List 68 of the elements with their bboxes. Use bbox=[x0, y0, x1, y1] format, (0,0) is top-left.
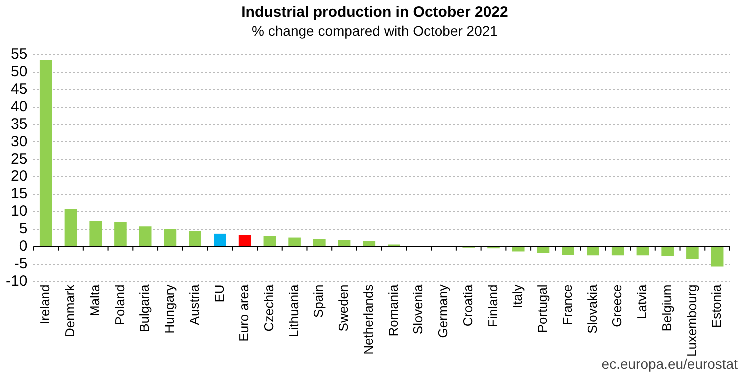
bar bbox=[612, 247, 624, 256]
y-tick-label: 30 bbox=[10, 133, 28, 150]
bar bbox=[562, 247, 575, 256]
x-tick-label: Portugal bbox=[535, 284, 550, 334]
x-tick-label: Croatia bbox=[460, 284, 476, 327]
bar bbox=[189, 232, 202, 246]
bar bbox=[587, 247, 600, 256]
bar bbox=[662, 247, 674, 256]
bar bbox=[40, 60, 52, 246]
y-tick-label: 50 bbox=[10, 64, 28, 81]
x-tick-label: EU bbox=[212, 284, 227, 303]
bar bbox=[686, 247, 699, 260]
x-tick-label: Luxembourg bbox=[684, 284, 700, 358]
x-tick-label: Slovakia bbox=[584, 284, 600, 334]
x-tick-label: Poland bbox=[112, 284, 128, 326]
bar bbox=[114, 222, 127, 246]
bar bbox=[314, 239, 326, 246]
y-tick-label: 55 bbox=[10, 46, 28, 64]
x-tick-label: Hungary bbox=[162, 284, 178, 334]
x-tick-label: Denmark bbox=[62, 284, 78, 338]
x-tick-label: Romania bbox=[386, 284, 401, 337]
x-tick-label: Finland bbox=[485, 284, 500, 328]
bar bbox=[512, 247, 525, 252]
y-tick-label: 25 bbox=[10, 150, 28, 168]
bar bbox=[214, 234, 226, 246]
x-tick-label: Lithuania bbox=[286, 284, 302, 338]
bar bbox=[139, 226, 152, 246]
bar bbox=[264, 236, 276, 246]
x-tick-label: Malta bbox=[87, 284, 102, 317]
x-tick-label: Austria bbox=[186, 284, 202, 326]
y-tick-label: 10 bbox=[10, 203, 28, 220]
y-tick-label: 45 bbox=[10, 81, 28, 98]
bar bbox=[164, 229, 177, 246]
y-tick-label: 35 bbox=[10, 116, 28, 133]
bar bbox=[238, 234, 252, 246]
x-tick-label: Euro area bbox=[236, 284, 252, 342]
y-tick-label: 15 bbox=[10, 186, 28, 203]
y-tick-label: 20 bbox=[10, 168, 28, 186]
x-tick-label: Bulgaria bbox=[137, 284, 152, 332]
y-tick-label: 40 bbox=[10, 98, 28, 116]
x-tick-label: Germany bbox=[436, 284, 451, 338]
bar bbox=[90, 221, 102, 246]
x-tick-label: Spain bbox=[311, 284, 326, 318]
bar bbox=[288, 238, 301, 246]
x-tick-label: Ireland bbox=[38, 284, 53, 324]
x-tick-label: Belgium bbox=[659, 284, 674, 332]
bar bbox=[711, 247, 724, 267]
bar bbox=[636, 247, 650, 256]
x-tick-label: Italy bbox=[510, 284, 526, 309]
x-tick-label: Sweden bbox=[336, 284, 352, 332]
bar bbox=[338, 240, 351, 246]
y-tick-label: -5 bbox=[14, 255, 28, 272]
x-tick-label: Czechia bbox=[262, 284, 277, 332]
x-tick-label: Greece bbox=[610, 284, 625, 328]
x-tick-label: Netherlands bbox=[360, 284, 376, 355]
x-tick-label: Slovenia bbox=[410, 284, 426, 335]
y-tick-label: 0 bbox=[19, 238, 28, 255]
bar bbox=[363, 241, 376, 246]
y-tick-label: 5 bbox=[19, 220, 28, 238]
chart-title: Industrial production in October 2022 bbox=[240, 4, 510, 21]
x-tick-label: Estonia bbox=[709, 284, 724, 328]
bar bbox=[537, 247, 550, 254]
bar bbox=[64, 210, 78, 246]
x-tick-label: France bbox=[560, 284, 575, 326]
text: ec.europa.eu/eurostat bbox=[602, 356, 738, 372]
x-tick-label: Latvia bbox=[634, 284, 650, 320]
chart-subtitle: % change compared with October 2021 bbox=[251, 23, 499, 39]
y-tick-label: -10 bbox=[6, 272, 28, 290]
